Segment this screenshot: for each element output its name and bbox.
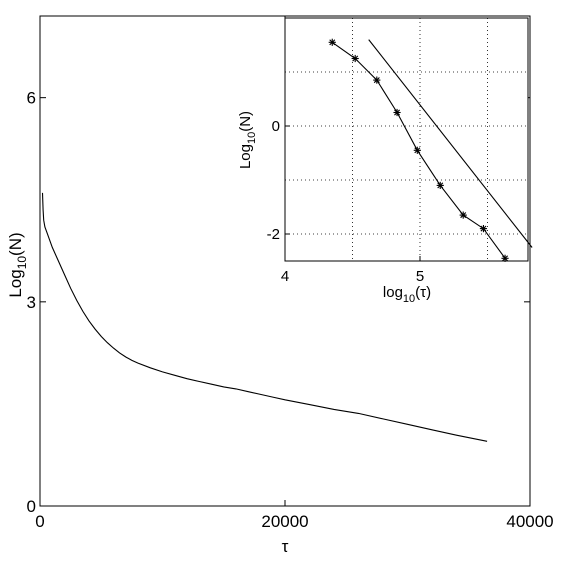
- inset-y-tick-label: 0: [272, 118, 280, 135]
- main-y-tick-label: 0: [27, 497, 36, 516]
- inset-asterisk-marker: [479, 225, 488, 233]
- main-chart: 0 20000 40000 0 3 6 τ Log10(N): [6, 15, 554, 556]
- inset-plot-frame: [284, 17, 529, 262]
- inset-y-tick-label: -2: [267, 226, 280, 243]
- inset-asterisk-marker: [328, 38, 336, 46]
- inset-asterisk-marker: [436, 181, 444, 189]
- main-x-tick-label: 40000: [506, 512, 553, 531]
- inset-axis-ticks: 4 5 -2 0: [267, 118, 425, 285]
- main-y-tick-label: 6: [27, 89, 36, 108]
- inset-asterisk-marker: [393, 108, 401, 117]
- inset-chart: 4 5 -2 0 log10(τ) Log10(N): [237, 17, 533, 305]
- inset-series-markers: [328, 38, 509, 262]
- inset-asterisk-marker: [351, 54, 359, 63]
- inset-asterisk-marker: [501, 254, 509, 262]
- inset-asterisk-marker: [373, 76, 381, 84]
- inset-background: [285, 18, 528, 261]
- inset-asterisk-marker: [459, 211, 467, 219]
- inset-y-axis-label: Log10(N): [237, 111, 258, 169]
- inset-asterisk-marker: [413, 146, 421, 154]
- main-x-tick-label: 0: [35, 512, 44, 531]
- inset-x-tick-label: 5: [416, 268, 424, 285]
- main-x-axis-label: τ: [282, 537, 289, 556]
- inset-reference-line: [368, 39, 533, 248]
- main-y-tick-label: 3: [27, 293, 36, 312]
- main-axis-ticks: 0 20000 40000 0 3 6: [27, 16, 554, 531]
- inset-x-tick-label: 4: [281, 268, 289, 285]
- main-y-axis-label: Log10(N): [6, 232, 29, 297]
- main-series-line: [41, 192, 488, 442]
- inset-x-axis-label: log10(τ): [383, 284, 431, 305]
- main-x-tick-label: 20000: [261, 512, 308, 531]
